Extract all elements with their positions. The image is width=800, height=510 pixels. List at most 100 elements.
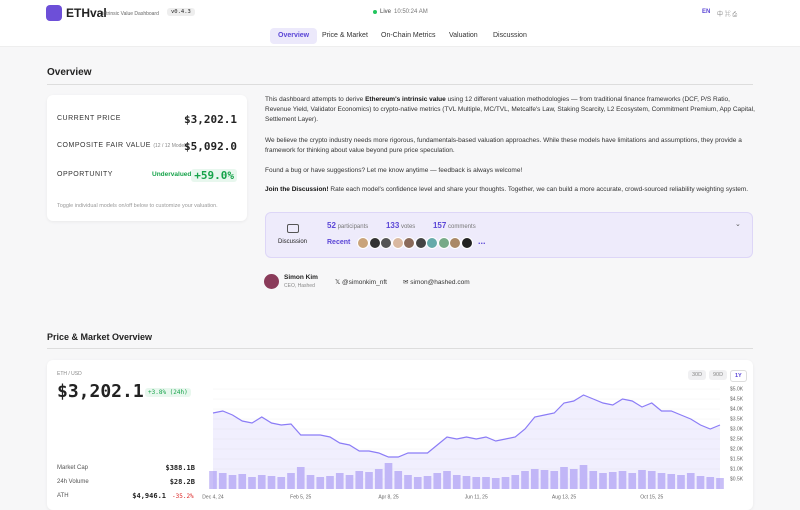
divider <box>47 84 753 85</box>
logo-icon <box>46 5 62 21</box>
volume-bar <box>248 477 256 489</box>
discussion-box[interactable] <box>265 212 753 258</box>
volume-bar <box>657 473 666 489</box>
avatar[interactable] <box>368 237 381 249</box>
discussion-stats: 52 participants 133 votes 157 comments <box>327 221 476 230</box>
volume-bar <box>677 475 685 489</box>
y-tick-label: $3.5K <box>730 416 744 422</box>
metric-value: $5,092.0 <box>184 140 237 153</box>
volume-bar <box>667 474 676 489</box>
volume-bar <box>618 471 627 489</box>
volume-bar <box>257 475 266 489</box>
status: Live <box>380 9 392 15</box>
y-tick-label: $4.5K <box>730 396 744 402</box>
volume-bar <box>306 475 315 489</box>
volume-bar <box>316 477 325 489</box>
bold-text: Join the Discussion! <box>265 186 329 193</box>
comments: 157 <box>432 221 447 230</box>
volume-bar <box>277 477 286 489</box>
volume-bar <box>706 477 715 489</box>
metric-status: Undervalued <box>152 171 192 178</box>
volume-bar <box>267 476 276 489</box>
y-tick-label: $1.5K <box>730 456 744 462</box>
hint: Toggle individual models on/off below to… <box>57 203 218 209</box>
metric-value: +59.0% <box>191 169 237 182</box>
avatar[interactable] <box>357 237 369 249</box>
avatar[interactable] <box>414 237 427 249</box>
volume-bar <box>218 473 227 489</box>
avatar[interactable] <box>437 237 450 249</box>
y-tick-label: $4.0K <box>730 406 744 412</box>
volume-bar <box>384 463 393 489</box>
text: This dashboard attempts to derive <box>265 96 366 103</box>
volume-bar <box>560 467 568 489</box>
volume-bar <box>696 476 705 489</box>
nav-tab[interactable]: Valuation <box>449 32 478 39</box>
volume-bar <box>482 477 490 489</box>
avatar[interactable] <box>403 237 415 249</box>
avatar[interactable] <box>426 237 438 249</box>
volume-bar <box>530 469 539 489</box>
votes: 133 <box>385 221 400 230</box>
volume-bar <box>423 476 432 489</box>
y-tick-label: $3.0K <box>730 426 744 432</box>
author-role: CEO, Hashed <box>284 283 315 289</box>
author-avatar <box>264 274 279 289</box>
logo: ETHval <box>66 6 107 20</box>
discussion-icon <box>287 224 299 233</box>
volume-bar <box>287 473 295 489</box>
lang-options[interactable]: 中 ⌘ ⎙ <box>717 12 738 18</box>
nav-tab[interactable]: On-Chain Metrics <box>381 32 436 39</box>
version: v0.4.3 <box>167 8 195 16</box>
language[interactable]: EN <box>702 9 711 15</box>
pair: ETH / USD <box>57 371 82 377</box>
live-dot <box>373 10 377 14</box>
range-button[interactable]: 30D <box>688 370 707 380</box>
email[interactable]: simon@hashed.com <box>410 279 470 286</box>
author-handle[interactable]: 𝕏 @simonkim_nft <box>335 279 387 286</box>
expand[interactable]: ⌄ <box>735 221 741 228</box>
section-title: Price & Market Overview <box>47 332 153 342</box>
metric-note: (12 / 12 Models) <box>153 143 190 149</box>
volume-bar <box>472 477 481 489</box>
stat-value: $388.1B <box>165 464 195 472</box>
avatar[interactable] <box>380 237 392 249</box>
volume-bar <box>335 473 344 489</box>
divider <box>47 348 753 349</box>
volume-bar <box>491 478 500 489</box>
range-button[interactable]: 90D <box>709 370 728 380</box>
avatar[interactable] <box>460 237 473 249</box>
more[interactable]: ... <box>478 236 486 246</box>
comments-label: comments <box>448 224 476 230</box>
participants: 52 <box>327 221 336 230</box>
nav-tab[interactable]: Overview <box>270 28 318 44</box>
metric-label: COMPOSITE FAIR VALUE (12 / 12 Models) <box>57 142 190 149</box>
x-tick-label: Feb 5, 25 <box>290 494 311 500</box>
avatar[interactable] <box>391 237 404 249</box>
y-tick-label: $5.0K <box>730 386 744 392</box>
price: $3,202.1 <box>57 381 144 402</box>
author-email[interactable]: ✉ simon@hashed.com <box>403 279 470 286</box>
volume-bar <box>638 470 646 489</box>
text: using 12 different valuation methodologi… <box>265 96 755 123</box>
paragraph: Found a bug or have suggestions? Let me … <box>265 166 755 176</box>
volume-bar <box>521 471 529 489</box>
price-change: +3.8% (24h) <box>145 388 191 397</box>
stat-value: $4,946.1 <box>132 492 166 500</box>
tagline: Intrinsic Value Dashboard <box>102 11 159 17</box>
volume-bar <box>404 475 412 489</box>
volume-bar <box>433 473 442 489</box>
stat-change: -35.2% <box>172 493 194 500</box>
nav-tab[interactable]: Price & Market <box>322 32 368 39</box>
nav-tab[interactable]: Discussion <box>493 32 527 39</box>
handle[interactable]: @simonkim_nft <box>342 279 387 286</box>
y-tick-label: $0.5K <box>730 476 744 482</box>
volume-bar <box>228 475 237 489</box>
participants-label: participants <box>337 224 369 230</box>
volume-bar <box>326 476 334 489</box>
range-button[interactable]: 1Y <box>730 370 747 382</box>
volume-bar <box>608 472 617 489</box>
avatar[interactable] <box>449 237 461 249</box>
y-tick-label: $1.0K <box>730 466 744 472</box>
